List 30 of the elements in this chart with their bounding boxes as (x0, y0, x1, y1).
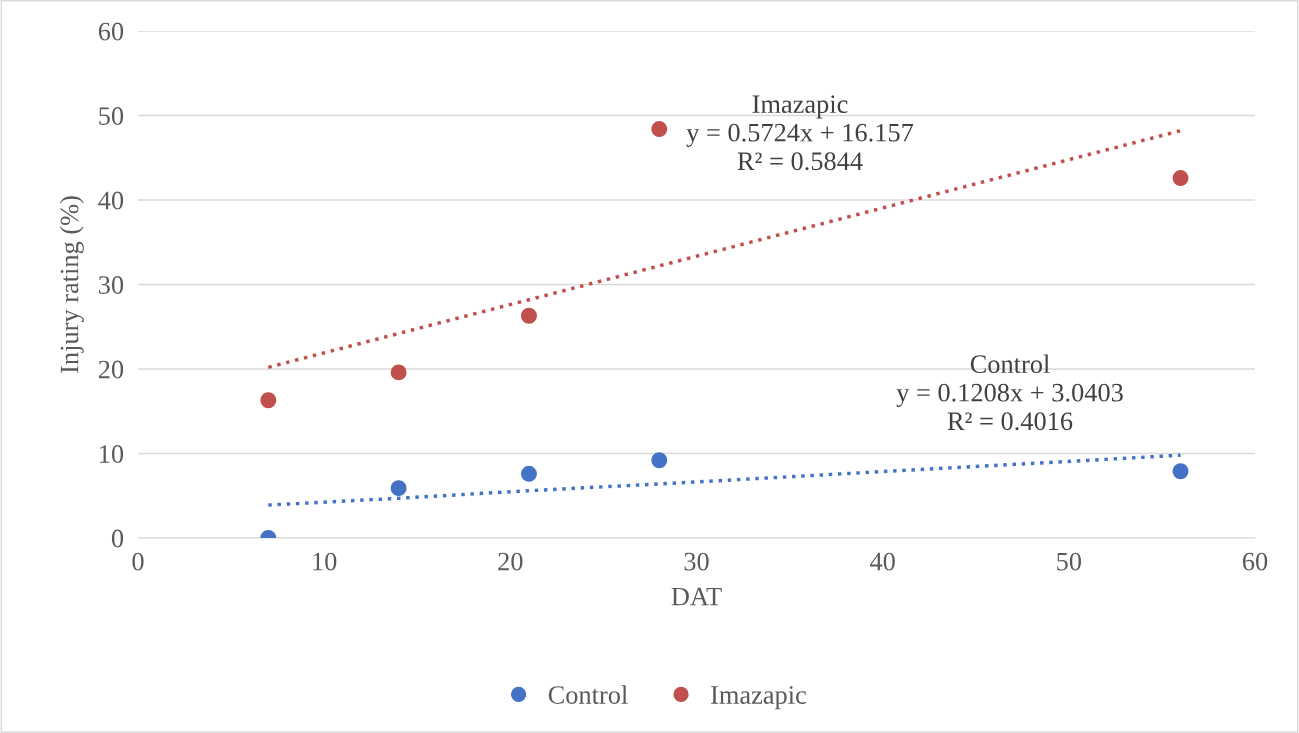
point (1172, 170, 1189, 187)
point (1172, 463, 1189, 480)
x-tick-label: 0 (132, 552, 144, 571)
y-axis-title: Injury rating (%) (59, 196, 84, 373)
x-tick-label: 60 (1242, 552, 1268, 571)
point (260, 392, 277, 409)
y-tick-label: 40 (98, 191, 124, 210)
x-tick-label: 40 (869, 552, 895, 571)
x-axis-title: DAT (671, 587, 722, 606)
y-tick-label: 0 (111, 529, 124, 548)
legend-label: Imazapic (711, 686, 806, 710)
point (651, 452, 668, 469)
y-tick-label: 60 (98, 22, 124, 41)
annotation: Control y = 0.1208x + 3.0403 R² = 0.4016 (896, 354, 1123, 431)
x-tick-label: 50 (1057, 552, 1082, 571)
y-tick-label: 10 (100, 445, 124, 463)
y-tick-label: 50 (99, 107, 124, 125)
x-tick-label: 30 (684, 552, 709, 571)
point (651, 121, 668, 137)
line-series (266, 453, 1183, 507)
y-tick-label: 30 (98, 276, 124, 294)
x-tick-label: 10 (313, 552, 337, 571)
y-tick-label: 20 (98, 360, 124, 379)
x-tick-label: 20 (498, 552, 523, 571)
point (390, 480, 407, 497)
point (520, 307, 537, 324)
annotation: Imazapic y = 0.5724x + 16.157 R² = 0.5844 (686, 95, 914, 171)
point (390, 364, 407, 381)
legend-label: Control (548, 685, 628, 704)
point (520, 465, 537, 482)
